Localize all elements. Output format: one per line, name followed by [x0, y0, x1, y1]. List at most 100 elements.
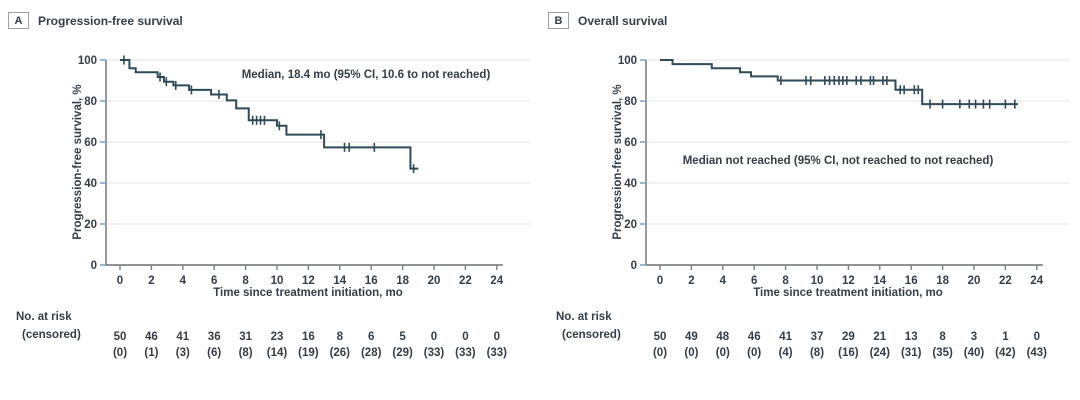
panel-letter-a: A	[8, 12, 29, 29]
svg-text:20: 20	[84, 219, 97, 231]
svg-text:8: 8	[337, 331, 344, 343]
svg-text:23: 23	[271, 331, 284, 343]
svg-text:48: 48	[716, 331, 729, 343]
svg-text:(0): (0)	[113, 347, 127, 359]
gridlines	[106, 59, 530, 225]
svg-text:31: 31	[239, 331, 252, 343]
svg-text:(0): (0)	[716, 347, 730, 359]
svg-text:(8): (8)	[810, 347, 824, 359]
median-annotation-a: Median, 18.4 mo (95% CI, 10.6 to not rea…	[241, 69, 491, 81]
svg-text:4: 4	[180, 275, 187, 287]
panel-title-b: Overall survival	[578, 13, 668, 28]
svg-text:18: 18	[936, 275, 949, 287]
at-risk-label-b: No. at risk	[556, 311, 612, 323]
svg-text:0: 0	[91, 260, 97, 272]
svg-text:49: 49	[685, 331, 698, 343]
svg-text:0: 0	[657, 275, 663, 287]
svg-text:(16): (16)	[838, 347, 859, 359]
svg-text:(35): (35)	[932, 347, 953, 359]
panel-letter-b: B	[548, 12, 569, 29]
svg-text:5: 5	[399, 331, 406, 343]
svg-text:(33): (33)	[487, 347, 508, 359]
svg-text:1: 1	[1002, 331, 1009, 343]
svg-text:14: 14	[333, 275, 346, 287]
svg-text:6: 6	[211, 275, 217, 287]
svg-text:50: 50	[654, 331, 667, 343]
svg-text:24: 24	[1030, 275, 1043, 287]
svg-text:8: 8	[939, 331, 946, 343]
panel-b: 0 20 40 60 80 100 0 2 4 6 8 10 12 14 16 18 20 22 24 50 49 48 4…	[540, 0, 1080, 400]
svg-text:(0): (0)	[684, 347, 698, 359]
svg-text:(4): (4)	[779, 347, 793, 359]
svg-text:20: 20	[624, 219, 637, 231]
censored-row: (0) (0) (0) (0) (4) (8) (16) (24) (31) (35) (40) (4…	[653, 347, 1047, 359]
svg-text:12: 12	[302, 275, 315, 287]
svg-text:18: 18	[396, 275, 409, 287]
svg-text:(43): (43)	[1027, 347, 1048, 359]
svg-text:16: 16	[365, 275, 378, 287]
panel-a: 0 20 40 60 80 100 0 2 4 6 8 10 12 14 16 18 20 22 24 50 46 41 3…	[8, 12, 530, 359]
svg-text:(14): (14)	[267, 347, 288, 359]
svg-text:6: 6	[751, 275, 757, 287]
svg-text:(28): (28)	[361, 347, 382, 359]
svg-text:(6): (6)	[207, 347, 221, 359]
censored-label-a: (censored)	[22, 329, 81, 341]
svg-text:8: 8	[782, 275, 789, 287]
svg-text:0: 0	[431, 331, 437, 343]
median-annotation-b: Median not reached (95% CI, not reached …	[682, 155, 994, 167]
at-risk-row: 50 46 41 36 31 23 16 8 6 5 0 0 0	[114, 331, 500, 343]
svg-text:16: 16	[905, 275, 918, 287]
svg-text:(1): (1)	[144, 347, 158, 359]
svg-text:14: 14	[873, 275, 886, 287]
axes	[645, 60, 1043, 266]
svg-text:41: 41	[779, 331, 792, 343]
svg-text:80: 80	[624, 96, 637, 108]
svg-text:100: 100	[618, 55, 637, 67]
svg-text:0: 0	[494, 331, 500, 343]
svg-text:4: 4	[720, 275, 727, 287]
svg-text:22: 22	[999, 275, 1012, 287]
censor-marks	[780, 76, 1016, 109]
censor-marks	[123, 55, 415, 174]
svg-text:29: 29	[842, 331, 855, 343]
x-tick-labels: 0 2 4 6 8 10 12 14 16 18 20 22 24	[117, 265, 504, 287]
svg-text:0: 0	[1034, 331, 1040, 343]
svg-text:(42): (42)	[995, 347, 1016, 359]
panel-title-a: Progression-free survival	[38, 13, 183, 28]
svg-text:(3): (3)	[176, 347, 190, 359]
svg-text:(24): (24)	[870, 347, 891, 359]
svg-text:(26): (26)	[330, 347, 351, 359]
svg-text:3: 3	[971, 331, 977, 343]
svg-text:0: 0	[117, 275, 123, 287]
svg-text:46: 46	[145, 331, 158, 343]
svg-text:16: 16	[302, 331, 315, 343]
svg-text:10: 10	[271, 275, 284, 287]
svg-text:40: 40	[84, 178, 97, 190]
svg-text:37: 37	[811, 331, 824, 343]
svg-text:36: 36	[208, 331, 221, 343]
svg-text:6: 6	[368, 331, 374, 343]
svg-text:(0): (0)	[747, 347, 761, 359]
axes	[105, 60, 503, 266]
y-axis-label-b: Progression-free survival, %	[612, 84, 624, 240]
svg-text:10: 10	[811, 275, 824, 287]
at-risk-row: 50 49 48 46 41 37 29 21 13 8 3 1 0	[654, 331, 1040, 343]
y-axis-label-a: Progression-free survival, %	[72, 84, 84, 240]
svg-text:(19): (19)	[298, 347, 319, 359]
survival-curve	[660, 59, 1018, 106]
svg-text:46: 46	[748, 331, 761, 343]
x-axis-label-b: Time since treatment initiation, mo	[753, 287, 943, 299]
svg-text:12: 12	[842, 275, 855, 287]
svg-text:(40): (40)	[964, 347, 985, 359]
panel-header-a: A Progression-free survival	[8, 12, 183, 29]
svg-text:40: 40	[624, 178, 637, 190]
svg-text:(33): (33)	[424, 347, 445, 359]
svg-text:(0): (0)	[653, 347, 667, 359]
panel-header-b: B Overall survival	[548, 12, 667, 29]
censored-row: (0) (1) (3) (6) (8) (14) (19) (26) (28) (29) (33) (…	[113, 347, 507, 359]
x-axis-label-a: Time since treatment initiation, mo	[213, 287, 403, 299]
svg-text:0: 0	[631, 260, 637, 272]
